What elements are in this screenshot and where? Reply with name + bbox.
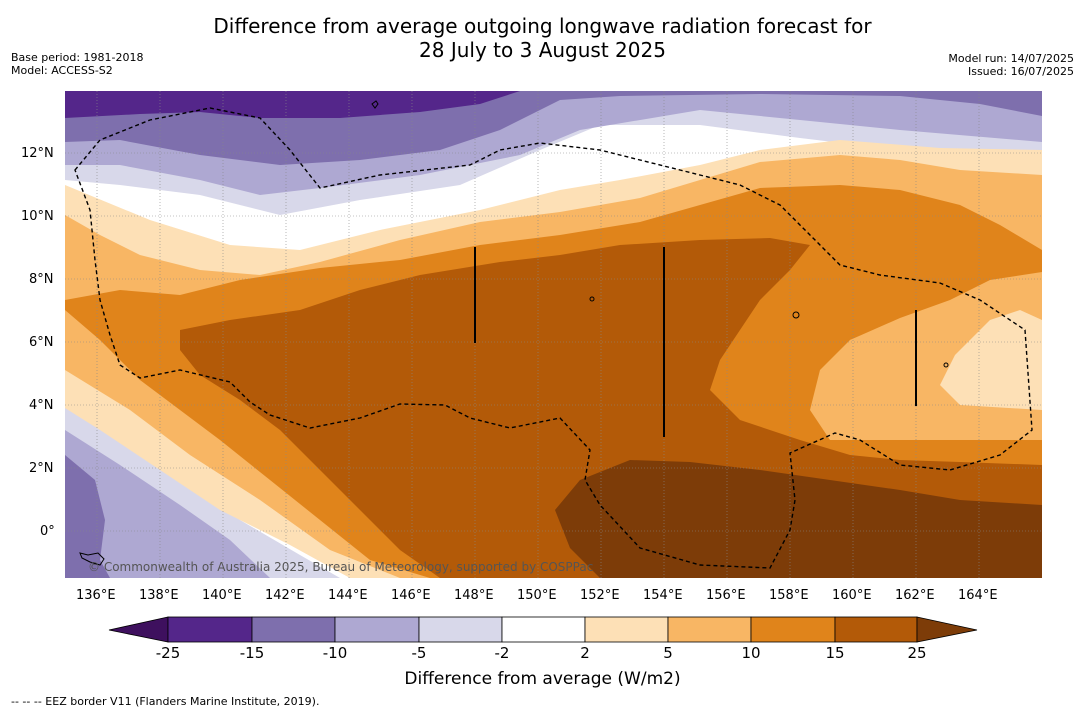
- east-pos-2-patch: [940, 310, 1042, 410]
- colorbar-tick: -15: [239, 644, 265, 662]
- lat-label: 2°N: [29, 461, 54, 476]
- lon-label: 148°E: [454, 588, 494, 603]
- colorbar: [108, 616, 978, 643]
- lon-label: 156°E: [706, 588, 746, 603]
- cb-seg-3: [334, 616, 420, 643]
- lat-label: 6°N: [29, 335, 54, 350]
- colorbar-tick: -10: [322, 644, 348, 662]
- lon-label: 140°E: [202, 588, 242, 603]
- lon-label: 164°E: [958, 588, 998, 603]
- cb-seg-8: [750, 616, 836, 643]
- cb-seg-5: [501, 616, 586, 643]
- colorbar-title: Difference from average (W/m2): [404, 669, 681, 689]
- copyright-text: © Commonwealth of Australia 2025, Bureau…: [88, 560, 593, 574]
- lat-label: 12°N: [21, 146, 54, 161]
- cb-seg-4: [418, 616, 503, 643]
- sw-neg-10: [65, 455, 110, 578]
- cb-seg-1: [167, 616, 253, 643]
- colorbar-tick: -25: [155, 644, 181, 662]
- cb-seg-6: [584, 616, 669, 643]
- lon-label: 142°E: [265, 588, 305, 603]
- lon-label: 154°E: [643, 588, 683, 603]
- model-name: Model: ACCESS-S2: [11, 64, 113, 77]
- eez-footnote: -- -- -- EEZ border V11 (Flanders Marine…: [11, 695, 320, 708]
- colorbar-tick: 2: [580, 644, 590, 662]
- lon-label: 144°E: [328, 588, 368, 603]
- title-line-1: Difference from average outgoing longwav…: [213, 14, 872, 38]
- colorbar-tick: 25: [907, 644, 927, 662]
- lon-label: 138°E: [139, 588, 179, 603]
- title-line-2: 28 July to 3 August 2025: [419, 38, 666, 62]
- lat-label: 4°N: [29, 398, 54, 413]
- meta-right: Model run: 14/07/2025 Issued: 16/07/2025: [948, 52, 1074, 78]
- cb-seg-9: [834, 616, 918, 643]
- colorbar-tick: -5: [411, 644, 427, 662]
- lon-label: 160°E: [832, 588, 872, 603]
- colorbar-tick: 5: [663, 644, 673, 662]
- map-title: Difference from average outgoing longwav…: [0, 14, 1085, 62]
- lat-label: 0°: [40, 524, 55, 539]
- lon-label: 152°E: [580, 588, 620, 603]
- colorbar-tick: -2: [494, 644, 510, 662]
- olr-anomaly-field: © Commonwealth of Australia 2025, Bureau…: [65, 91, 1042, 578]
- islands: [79, 100, 949, 566]
- lat-label: 10°N: [21, 209, 54, 224]
- lat-label: 8°N: [29, 272, 54, 287]
- lon-label: 158°E: [769, 588, 809, 603]
- lon-label: 162°E: [895, 588, 935, 603]
- sw-neg-5: [65, 430, 270, 578]
- lon-label: 146°E: [391, 588, 431, 603]
- cb-seg-7: [667, 616, 752, 643]
- cb-seg-2: [251, 616, 336, 643]
- colorbar-tick: 10: [741, 644, 761, 662]
- colorbar-tick: 15: [825, 644, 845, 662]
- cb-extend-low: [108, 616, 169, 643]
- model-run: Model run: 14/07/2025: [948, 52, 1074, 65]
- issued-date: Issued: 16/07/2025: [967, 65, 1074, 78]
- lon-label: 150°E: [517, 588, 557, 603]
- cb-extend-high: [916, 616, 978, 643]
- marker-lines: [474, 247, 917, 437]
- band-neg-15: [65, 91, 520, 118]
- band-pos-25: [555, 460, 1042, 578]
- base-period: Base period: 1981-2018: [11, 51, 144, 64]
- graticule: [65, 91, 1042, 578]
- eez-borders: [74, 107, 1033, 569]
- meta-left: Base period: 1981-2018 Model: ACCESS-S2: [11, 51, 143, 77]
- lon-label: 136°E: [76, 588, 116, 603]
